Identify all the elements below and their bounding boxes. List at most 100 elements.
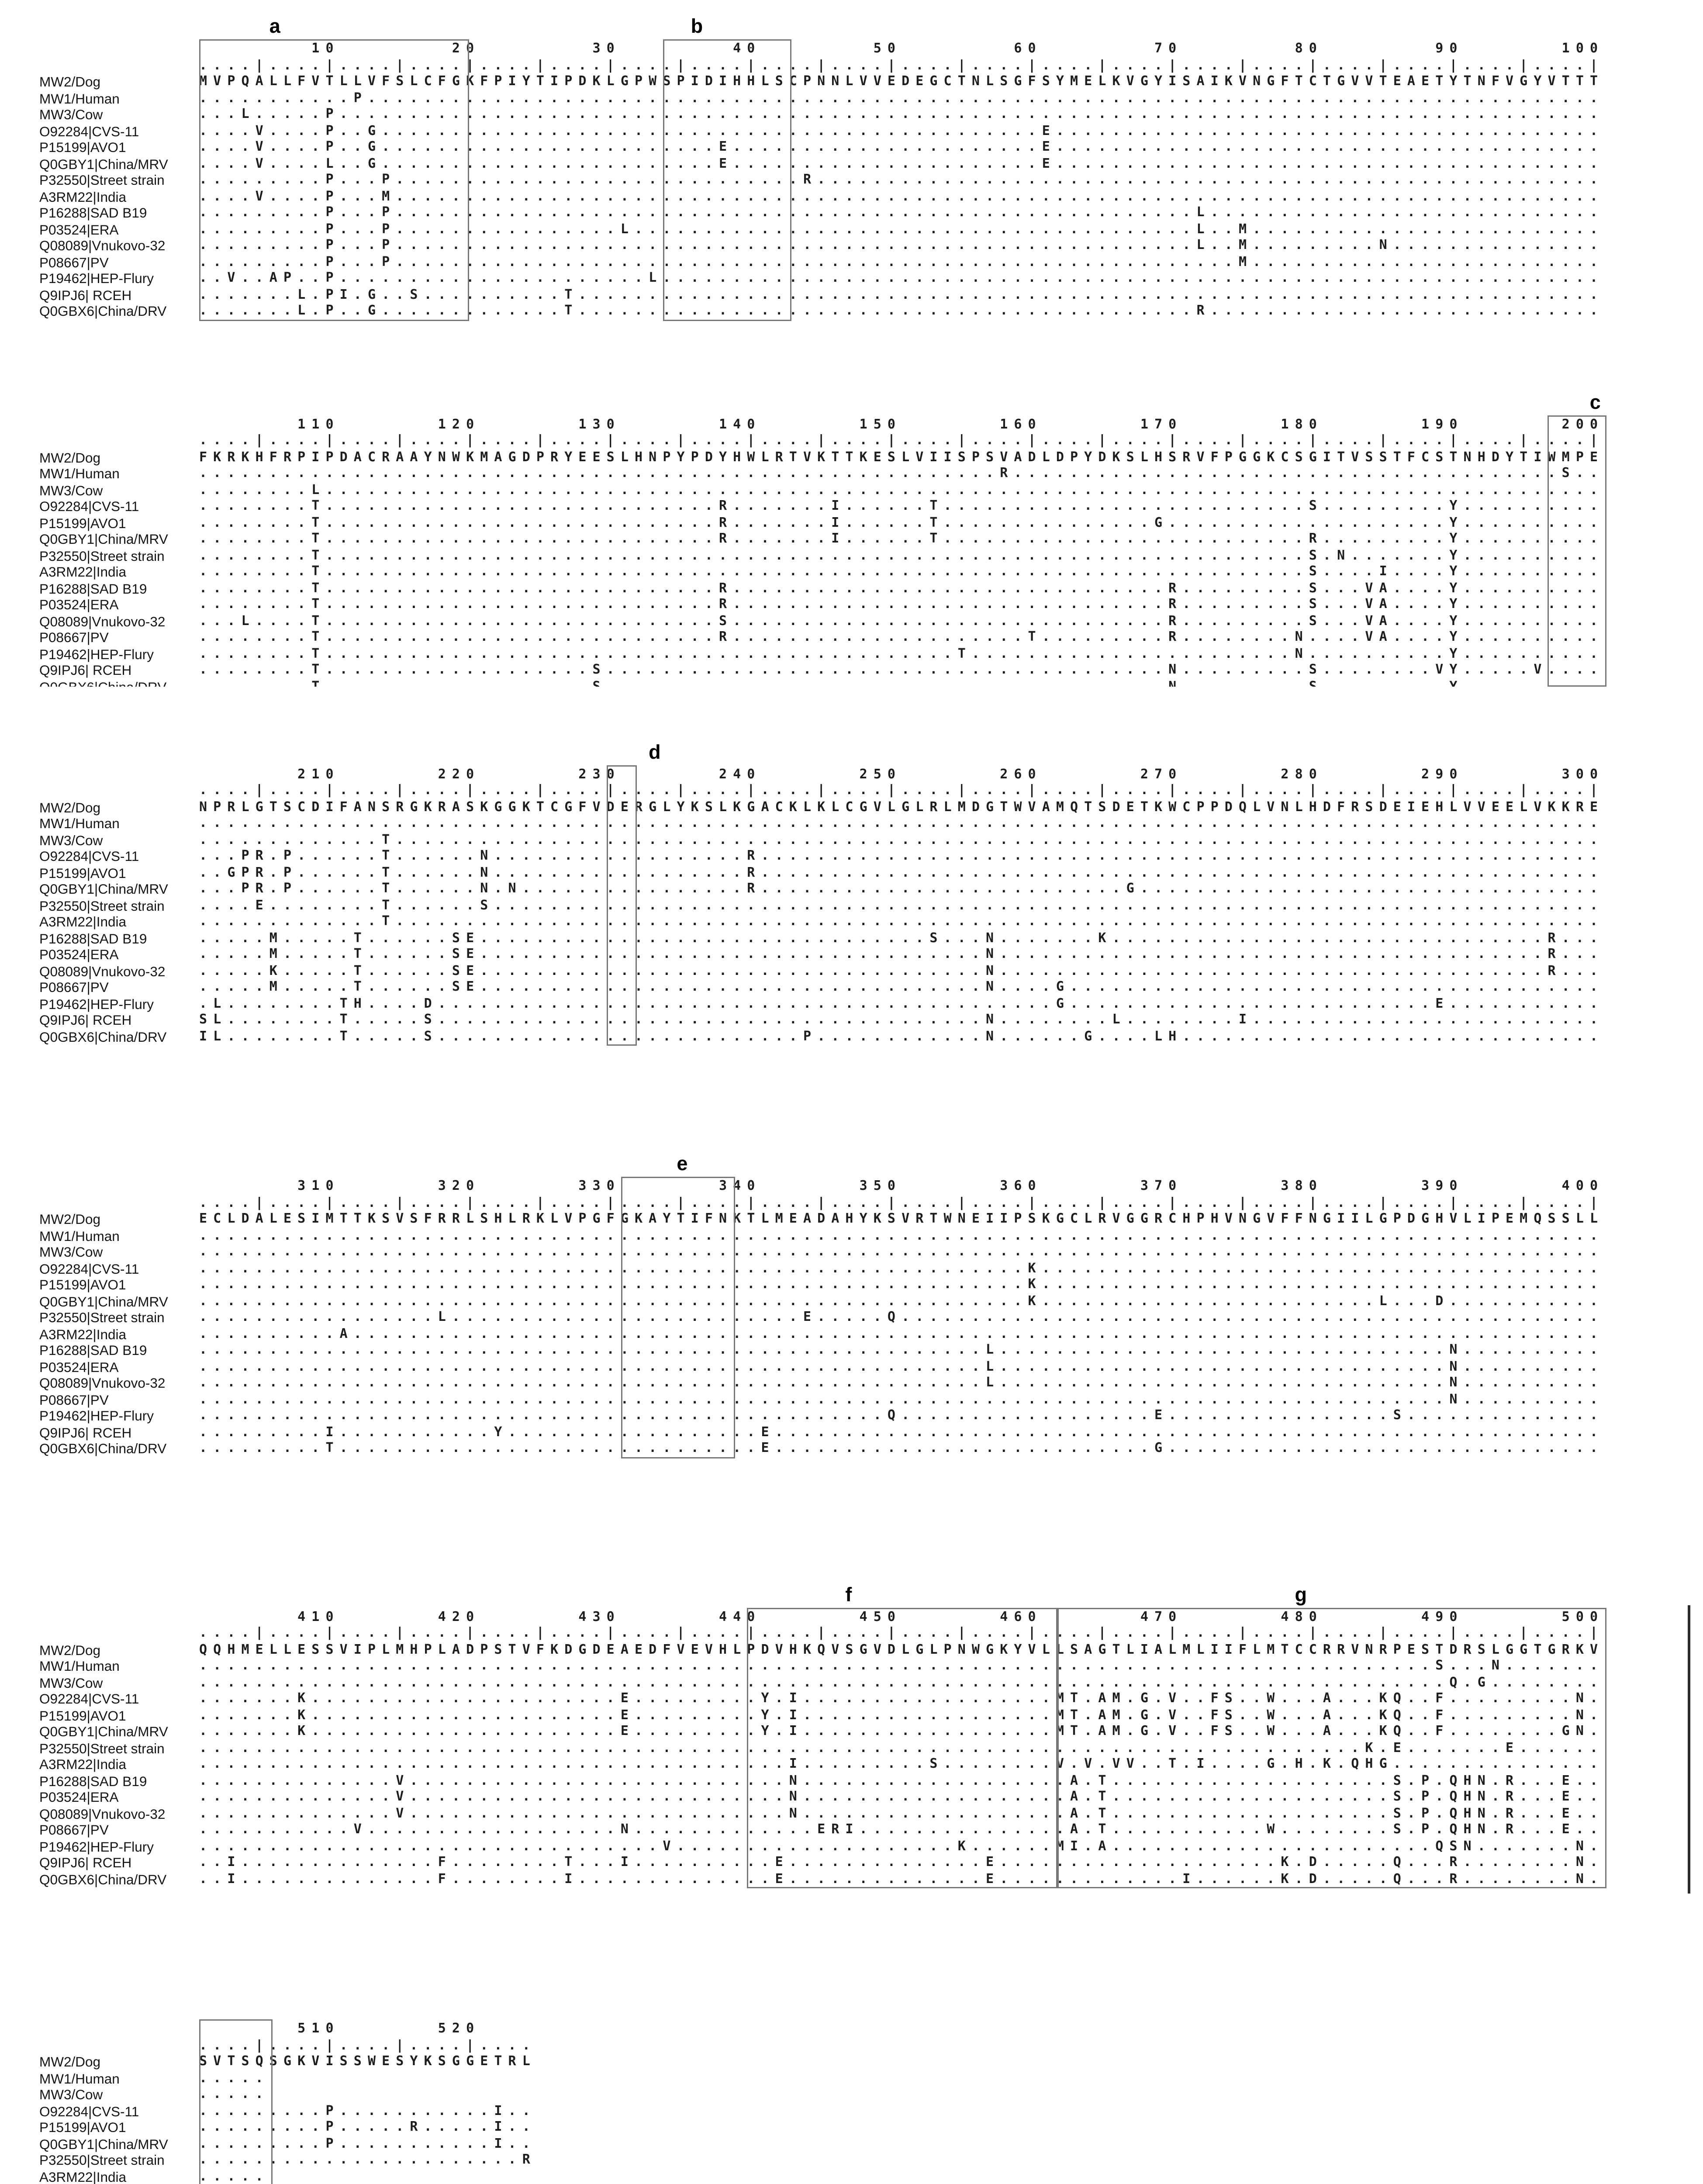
sequence-text: ........................................… xyxy=(199,1376,1604,1390)
ruler-gutter xyxy=(0,767,199,784)
sequence-row: Q9IPJ6| RCEH .........I...........Y......… xyxy=(0,1425,1703,1442)
sequence-label: A3RM22|India xyxy=(39,2169,127,2184)
sequence-label: MW1/Human xyxy=(39,816,120,832)
sequence-row: P19462|HEP-Flury........................… xyxy=(0,1409,1703,1425)
sequence-label: MW2/Dog xyxy=(39,75,101,90)
sequence-row: P19462|HEP-Flury........................… xyxy=(0,1839,1703,1856)
alignment-block-4: e 310 320 330 340 350 360 370 380 390 40… xyxy=(0,1153,1703,1458)
sequence-label: O92284|CVS-11 xyxy=(39,1261,139,1277)
ruler-numbers-text: 210 220 230 240 250 260 270 280 290 300 xyxy=(199,767,1604,782)
sequence-text: ........................................… xyxy=(199,1278,1604,1292)
annotation-letter-e: e xyxy=(677,1153,688,1175)
sequence-text: .............T..........................… xyxy=(199,833,1604,847)
sequence-row: O92284|CVS-11 .........P...........I.. xyxy=(0,2104,1703,2121)
sequence-label: P19462|HEP-Flury xyxy=(39,271,154,287)
sequence-text: ........T............................R..… xyxy=(199,598,1604,612)
sequence-row: Q0GBX6|China/DRV .......L.P..G...........… xyxy=(0,304,1703,321)
sequence-label: P19462|HEP-Flury xyxy=(39,646,154,663)
sequence-label: MW3/Cow xyxy=(39,107,103,123)
sequence-row: P19462|HEP-Flury ..V..AP..P..............… xyxy=(0,271,1703,288)
sequence-text: ........L...............................… xyxy=(199,483,1604,498)
sequence-label: Q0GBX6|China/DRV xyxy=(39,304,167,320)
sequence-text: ........................................… xyxy=(199,1741,1604,1755)
sequence-label: P15199|AVO1 xyxy=(39,140,126,156)
sequence-text: MVPQALLFVTLLVFSLCFGKFPIYTIPDKLGPWSPIDIHH… xyxy=(199,75,1604,89)
sequence-text: ..... xyxy=(199,2169,269,2184)
sequence-text: ..V..AP..P......................L.......… xyxy=(199,271,1604,286)
sequence-row: P15199|AVO1 ....V....P..G................… xyxy=(0,140,1703,157)
sequence-label: A3RM22|India xyxy=(39,1757,127,1773)
ruler-numbers: 10 20 30 40 50 60 70 80 90 100 xyxy=(0,42,1703,59)
sequence-text: ........T...............................… xyxy=(199,646,1604,661)
sequence-text: IL........T.....S.......................… xyxy=(199,1029,1604,1044)
sequence-label: P32550|Street strain xyxy=(39,1310,165,1326)
sequence-label: MW3/Cow xyxy=(39,2087,103,2103)
sequence-row: P32550|Street strain .........P...P......… xyxy=(0,173,1703,190)
annotation-letter-b: b xyxy=(691,16,703,38)
sequence-row: Q0GBY1|China/MRV ........T...............… xyxy=(0,532,1703,549)
sequence-label: P16288|SAD B19 xyxy=(39,1773,147,1790)
sequence-row: P03524|ERA ..............V...............… xyxy=(0,1790,1703,1807)
sequence-text: .....M.....T......SE....................… xyxy=(199,947,1604,962)
sequence-label: MW3/Cow xyxy=(39,833,103,849)
sequence-text: ........T...............................… xyxy=(199,565,1604,579)
sequence-row: MW2/Dog MVPQALLFVTLLVFSLCFGKFPIYTIPDKLGPW… xyxy=(0,75,1703,91)
sequence-label: P32550|Street strain xyxy=(39,173,165,189)
sequence-text: ........................................… xyxy=(199,1359,1604,1374)
sequence-row: Q0GBY1|China/MRV .......K................… xyxy=(0,1724,1703,1741)
sequence-row: A3RM22|India ....V....P...M..............… xyxy=(0,190,1703,206)
ruler-numbers: 210 220 230 240 250 260 270 280 290 300 xyxy=(0,767,1703,784)
sequence-text: .........P...........I.. xyxy=(199,2136,536,2151)
sequence-row: MW3/Cow.................................… xyxy=(0,1245,1703,1261)
sequence-text: ........................................… xyxy=(199,1294,1604,1309)
sequence-text: .........P...P..........................… xyxy=(199,206,1604,220)
sequence-text: ........T............................R..… xyxy=(199,532,1604,546)
sequence-text: QQHMELLESSVIPLMHPLADPSTVFKDGDEAEDFVEVHLP… xyxy=(199,1642,1604,1657)
sequence-text: .......K......................E.........… xyxy=(199,1692,1604,1706)
annotation-letter-a: a xyxy=(269,16,280,38)
ruler-numbers-text: 310 320 330 340 350 360 370 380 390 400 xyxy=(199,1179,1604,1194)
sequence-label: Q0GBY1|China/MRV xyxy=(39,2136,168,2153)
sequence-text: .........P...P..........................… xyxy=(199,238,1604,253)
sequence-label: MW3/Cow xyxy=(39,1245,103,1261)
sequence-text: ........................................… xyxy=(199,1675,1604,1690)
sequence-text: .........P...P..........................… xyxy=(199,173,1604,187)
sequence-text: ...PR.P......T......N..................R… xyxy=(199,849,1604,864)
sequence-row: P32550|Street strain ....E........T......… xyxy=(0,898,1703,915)
sequence-row: P32550|Street strain .................L..… xyxy=(0,1310,1703,1327)
sequence-label: Q9IPJ6| RCEH xyxy=(39,1425,132,1441)
sequence-text: ..............V.........................… xyxy=(199,1806,1604,1821)
ruler-gutter xyxy=(0,418,199,434)
sequence-text: ....V....P...M..........................… xyxy=(199,189,1604,204)
sequence-label: MW2/Dog xyxy=(39,1642,101,1659)
sequence-label: Q0GBY1|China/MRV xyxy=(39,1294,168,1310)
sequence-label: MW1/Human xyxy=(39,1659,120,1675)
ruler-numbers: 310 320 330 340 350 360 370 380 390 400 xyxy=(0,1179,1703,1196)
sequence-text: .......L.PI.G..S..........T.............… xyxy=(199,287,1604,302)
sequence-row: Q0GBY1|China/MRV........................… xyxy=(0,1294,1703,1311)
sequence-label: MW1/Human xyxy=(39,467,120,482)
sequence-text: ........T............................R..… xyxy=(199,515,1604,530)
sequence-row: Q9IPJ6| RCEH SL........T.....S...........… xyxy=(0,1013,1703,1030)
sequence-text: ...........P............................… xyxy=(199,91,1604,106)
sequence-label: A3RM22|India xyxy=(39,1327,127,1343)
sequence-row: P08667|PV .........P...P.................… xyxy=(0,255,1703,272)
sequence-text: .........T..............................… xyxy=(199,1441,1604,1456)
sequence-label: Q0GBY1|China/MRV xyxy=(39,532,168,548)
sequence-label: P03524|ERA xyxy=(39,222,119,238)
ruler-gutter xyxy=(0,2039,199,2055)
sequence-text: .........P.....R.....I.. xyxy=(199,2120,536,2135)
ruler-gutter xyxy=(0,1196,199,1213)
sequence-text: FKRKHFRPIPDACRAAYNWKMAGDPRYEESLHNPYPDYHW… xyxy=(199,450,1604,465)
ruler-ticks: ....|....|....|....|.... xyxy=(0,2039,1703,2055)
sequence-text: ..... xyxy=(199,2071,269,2086)
sequence-row: P03524|ERA ........T.....................… xyxy=(0,598,1703,614)
sequence-label: P03524|ERA xyxy=(39,598,119,613)
sequence-row: P32550|Street strain....................… xyxy=(0,1741,1703,1758)
sequence-label: O92284|CVS-11 xyxy=(39,1692,139,1707)
